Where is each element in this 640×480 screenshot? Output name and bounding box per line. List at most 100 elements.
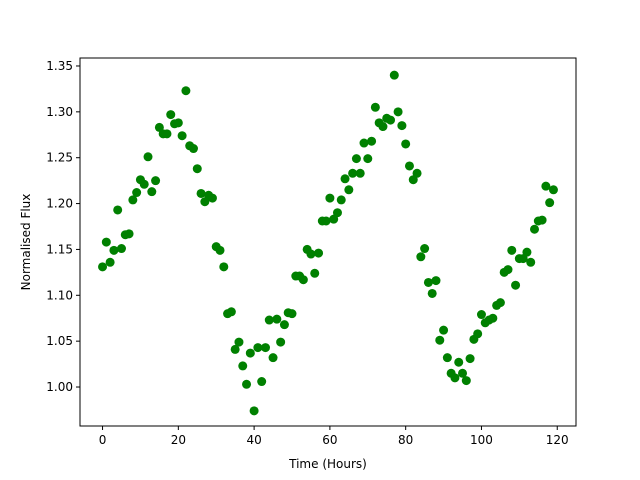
data-point: [404, 161, 414, 171]
y-tick-label: 1.15: [46, 242, 73, 256]
data-point: [431, 276, 441, 286]
data-point: [226, 307, 236, 317]
x-tick-label: 60: [322, 433, 337, 447]
data-point: [397, 121, 407, 131]
data-point: [367, 136, 377, 146]
y-axis-label: Normalised Flux: [19, 194, 33, 291]
data-point: [207, 193, 217, 203]
x-tick-label: 80: [398, 433, 413, 447]
data-point: [412, 168, 422, 178]
data-point: [370, 102, 380, 112]
data-point: [188, 144, 198, 154]
data-point: [495, 298, 505, 308]
data-point: [393, 107, 403, 117]
data-point: [336, 195, 346, 205]
data-point: [522, 247, 532, 257]
data-point: [98, 262, 108, 272]
data-point: [548, 185, 558, 195]
data-point: [116, 244, 126, 254]
plot-area: [80, 58, 576, 426]
data-point: [526, 257, 536, 267]
data-point: [473, 329, 483, 339]
y-tick-label: 1.10: [46, 288, 73, 302]
y-tick-label: 1.35: [46, 59, 73, 73]
data-point: [530, 224, 540, 234]
data-point: [151, 176, 161, 186]
data-point: [541, 181, 551, 191]
data-point: [348, 168, 358, 178]
data-point: [427, 288, 437, 298]
data-point: [503, 265, 513, 275]
data-point: [268, 353, 278, 363]
data-point: [132, 188, 142, 198]
data-point: [124, 229, 134, 239]
data-point: [230, 344, 240, 354]
data-point: [351, 154, 361, 164]
data-point: [435, 335, 445, 345]
x-tick-label: 100: [470, 433, 493, 447]
data-point: [386, 115, 396, 125]
y-tick-label: 1.00: [46, 380, 73, 394]
data-point: [162, 129, 172, 139]
data-point: [454, 357, 464, 367]
data-point: [192, 164, 202, 174]
data-point: [128, 195, 138, 205]
data-point: [423, 277, 433, 287]
data-point: [173, 118, 183, 128]
y-tick-label: 1.30: [46, 105, 73, 119]
data-point: [113, 205, 123, 215]
data-point: [355, 168, 365, 178]
data-point: [325, 193, 335, 203]
data-point: [245, 348, 255, 358]
data-point: [238, 361, 248, 371]
data-point: [287, 309, 297, 319]
data-point: [378, 122, 388, 132]
data-point: [511, 280, 521, 290]
data-point: [196, 188, 206, 198]
y-tick-label: 1.05: [46, 334, 73, 348]
data-point: [306, 249, 316, 259]
data-point: [450, 373, 460, 383]
x-tick-label: 0: [99, 433, 107, 447]
y-tick-label: 1.25: [46, 151, 73, 165]
data-point: [166, 110, 176, 120]
data-point: [177, 131, 187, 141]
data-point: [461, 376, 471, 386]
data-point: [321, 216, 331, 226]
data-point: [139, 179, 149, 189]
data-point: [442, 353, 452, 363]
data-point: [260, 343, 270, 353]
y-tick-label: 1.20: [46, 197, 73, 211]
plot-frame: [79, 57, 577, 427]
data-point: [416, 252, 426, 262]
data-point: [537, 215, 547, 225]
data-point: [488, 313, 498, 323]
data-point: [340, 174, 350, 184]
data-point: [101, 237, 111, 247]
data-point: [276, 337, 286, 347]
data-point: [476, 310, 486, 320]
data-point: [359, 138, 369, 148]
data-point: [389, 70, 399, 80]
data-point: [545, 198, 555, 208]
data-point: [257, 377, 267, 387]
data-point: [298, 275, 308, 285]
data-point: [234, 337, 244, 347]
data-point: [105, 257, 115, 267]
data-point: [215, 245, 225, 255]
data-point: [507, 245, 517, 255]
data-point: [253, 343, 263, 353]
data-point: [332, 208, 342, 218]
data-point: [363, 154, 373, 164]
data-point: [249, 406, 259, 416]
x-tick-label: 40: [246, 433, 261, 447]
data-point: [310, 268, 320, 278]
data-point: [344, 185, 354, 195]
data-point: [401, 139, 411, 149]
data-point: [109, 245, 119, 255]
data-point: [465, 354, 475, 364]
data-point: [458, 368, 468, 378]
data-point: [264, 315, 274, 325]
data-point: [219, 262, 229, 272]
